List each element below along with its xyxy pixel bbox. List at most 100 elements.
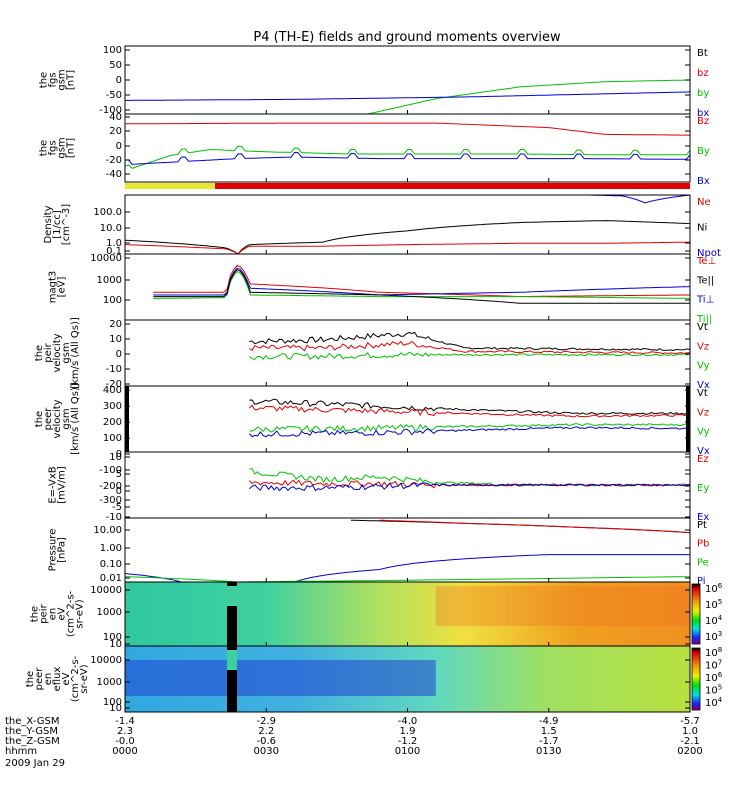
series-line-Bx xyxy=(125,151,690,165)
y-tick-label: 5 xyxy=(116,469,122,480)
y-tick-label: 0 xyxy=(116,141,122,152)
legend-entry-Vt: Vt xyxy=(697,322,708,333)
y-tick-label: -40 xyxy=(106,169,122,180)
y-tick-label: 1.0 xyxy=(106,238,122,249)
data-gap-bar xyxy=(227,646,237,712)
colorbar-gradient xyxy=(692,584,700,644)
colorbar-label: 105 xyxy=(705,684,722,697)
legend-entry-Bt: Bt xyxy=(697,48,708,59)
series-group xyxy=(125,122,690,169)
legend-entry-Pb: Pb xyxy=(697,539,709,550)
y-axis-label: thepeerenefluxeV(cm^2-s-sr-eV) xyxy=(25,655,90,702)
y-tick-label: 100 xyxy=(103,433,122,444)
x-tick-value: 2.2 xyxy=(258,726,274,737)
series-line-Ey xyxy=(249,468,690,487)
x-row-label: the_Y-GSM xyxy=(5,726,58,737)
series-line-Ni xyxy=(125,220,690,254)
y-tick-label: 0.10 xyxy=(100,559,122,570)
y-tick-label: -10 xyxy=(106,364,122,375)
series-line-Pt xyxy=(350,519,690,534)
panel-frame xyxy=(124,45,691,115)
edge-spike-left xyxy=(125,386,129,452)
y-axis-label: thepeervelocitygsm[km/s (All Qs)] xyxy=(34,383,81,455)
y-tick-label: 1.00 xyxy=(100,543,122,554)
x-tick-value: -5.7 xyxy=(680,716,700,727)
series-line-Vz xyxy=(249,340,690,355)
x-tick-value: -4.9 xyxy=(539,716,559,727)
panel-p5: Vt Vz Vy Vx 20 10 0 -10 -20 thepeirvelocitygsm[km… xyxy=(34,317,710,391)
y-tick-label: 50 xyxy=(109,60,122,71)
y-tick-label: -20 xyxy=(106,155,122,166)
y-axis-label: thepeireneV(cm^2-s-sr-eV) xyxy=(30,590,86,637)
x-tick-value: -0.6 xyxy=(256,736,276,747)
legend-p6: Vt Vz Vy Vx xyxy=(697,388,710,457)
y-tick-label: 0.1 xyxy=(106,246,122,257)
legend-p1: Bt bz by bx xyxy=(697,48,709,119)
x-tick-value: -2.1 xyxy=(680,736,700,747)
series-line-by xyxy=(367,79,690,114)
y-tick-label: 0 xyxy=(116,349,122,360)
y-tick-label: 200 xyxy=(103,417,122,428)
series-group xyxy=(153,264,690,304)
panel-p8: Pt Pb Pe Pi 10.00 1.00 0.10 0.01 Pressure[nPa] xyxy=(48,517,709,587)
x-tick-value: -0.0 xyxy=(115,736,135,747)
y-axis-label: thefgsgsm[nT] xyxy=(39,69,77,90)
panel-frame xyxy=(124,194,691,255)
x-tick-value: -1.2 xyxy=(398,736,418,747)
y-tick-label: 10000 xyxy=(90,253,122,264)
panel-frame xyxy=(124,113,691,183)
series-line-Bz xyxy=(125,122,690,136)
y-tick-label: -50 xyxy=(106,90,122,101)
legend-entry-Ey: Ey xyxy=(697,483,709,494)
x-tick-value: 1.5 xyxy=(541,726,557,737)
legend-p8: Pt Pb Pe Pi xyxy=(697,520,709,587)
y-tick-label: 40 xyxy=(109,112,122,123)
y-axis-label: Pressure[nPa] xyxy=(48,529,68,572)
x-tick-value: 0130 xyxy=(536,746,561,757)
y-tick-label: -100 xyxy=(99,465,122,476)
x-row-label: the_X-GSM xyxy=(5,716,59,727)
series-line-Vt xyxy=(249,398,690,415)
series-group xyxy=(248,331,690,360)
colorbar-label: 107 xyxy=(705,659,722,672)
legend-entry-Ne: Ne xyxy=(697,197,711,208)
legend-entry-Npot: Npot xyxy=(697,248,721,259)
y-tick-label: 1000 xyxy=(97,607,122,618)
y-tick-label: 10.00 xyxy=(93,525,122,536)
legend-entry-bz: bz xyxy=(697,68,709,79)
legend-entry-Pt: Pt xyxy=(697,520,707,531)
legend-entry-Vy: Vy xyxy=(697,427,710,438)
legend-entry-Ez: Ez xyxy=(697,454,709,465)
y-axis-label: Density[1/cc][cm^-3] xyxy=(43,204,72,245)
legend-entry-Te⊥: Te⊥ xyxy=(696,256,716,267)
y-tick-label: -10 xyxy=(106,512,122,523)
y-tick-label: 0 xyxy=(116,449,122,460)
y-tick-label: -200 xyxy=(99,481,122,492)
legend-entry-Ti⊥: Ti⊥ xyxy=(696,295,714,306)
y-tick-label: 10.0 xyxy=(100,223,122,234)
series-line-Pb xyxy=(379,519,690,534)
series-line-Tb xyxy=(153,269,690,304)
y-tick-label: -20 xyxy=(106,379,122,390)
series-line-Vz xyxy=(248,404,690,418)
y-axis-label: thefgsgsm[nT] xyxy=(39,137,77,158)
y-tick-label: 0 xyxy=(116,486,122,497)
panel-frame xyxy=(124,385,691,453)
legend-p3: Ne Ni Npot xyxy=(697,197,721,259)
series-line-Vy xyxy=(248,351,690,360)
y-tick-label: 1000 xyxy=(97,677,122,688)
colorbar-label: 105 xyxy=(705,598,722,611)
y-tick-label: 10 xyxy=(109,452,122,463)
series-line-bx xyxy=(125,91,690,101)
legend-entry-bx: bx xyxy=(697,108,709,119)
y-tick-label: 400 xyxy=(103,385,122,396)
y-tick-label: 10 xyxy=(109,703,122,714)
status-bar xyxy=(125,183,690,189)
panel-p4: Te⊥ Te|| Ti⊥ Ti|| 10000 1000 100 magt3[eV] xyxy=(48,253,717,325)
colorbar-p9: 106 105 104 103 xyxy=(691,582,723,645)
legend-entry-Ti||: Ti|| xyxy=(696,314,712,325)
data-gap-fill xyxy=(227,586,237,606)
y-tick-label: 0 xyxy=(116,75,122,86)
